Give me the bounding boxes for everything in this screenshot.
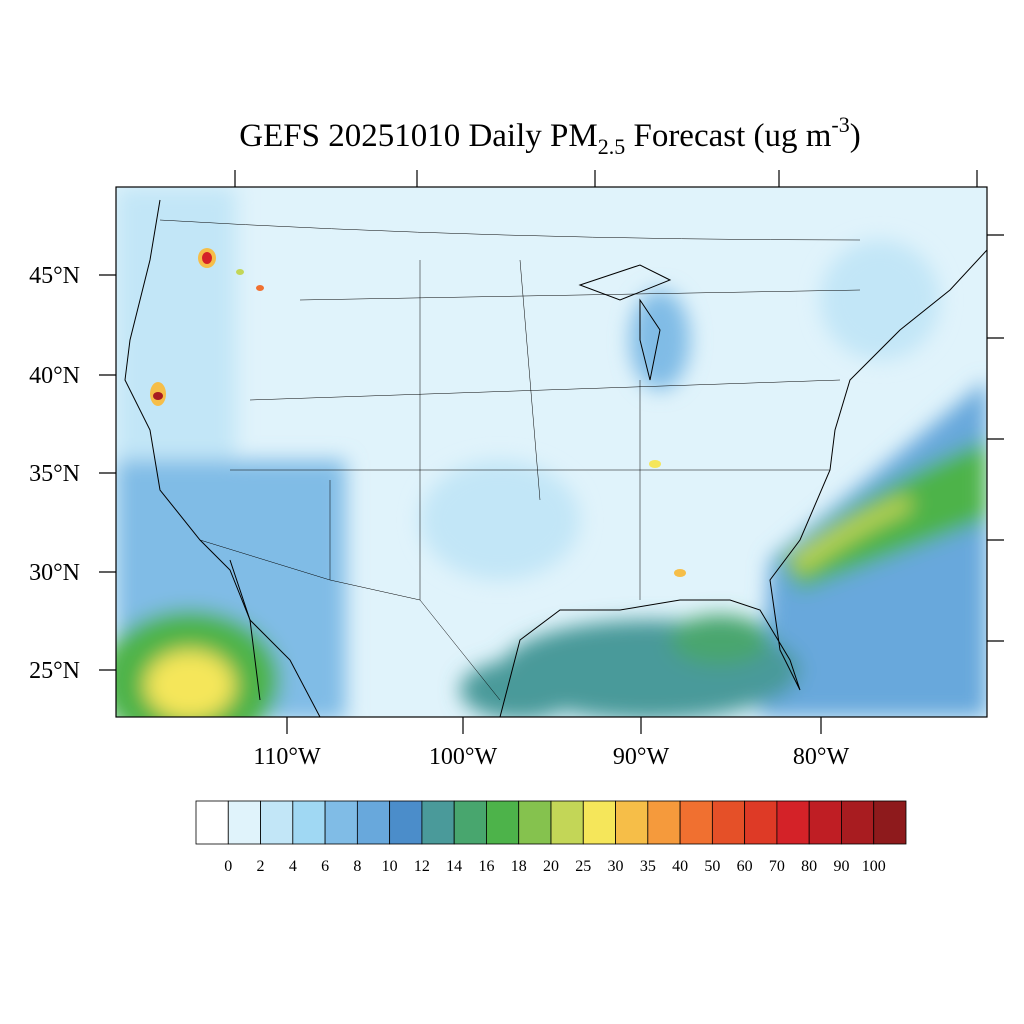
colorbar-label: 0 [224,858,232,875]
colorbar-box [389,800,423,845]
borders [159,219,861,701]
lon-label: 80°W [793,744,850,770]
colorbar: 0 2 4 6 8 10 12 14 16 18 20 25 30 35 40 50 60 70 80 90 100 [195,800,907,875]
colorbar-box [679,800,713,845]
colorbar-box [324,800,358,845]
colorbar-box [582,800,616,845]
colorbar-label: 70 [769,858,785,875]
colorbar-label: 2 [257,858,265,875]
colorbar-label: 100 [862,858,886,875]
colorbar-box [647,800,681,845]
title-sub: 2.5 [598,134,626,159]
coastlines [124,199,987,717]
title-main: GEFS 20251010 Daily PM [239,118,597,154]
lon-label: 90°W [613,744,670,770]
colorbar-box [486,800,520,845]
colorbar-box [453,800,487,845]
colorbar-box [227,800,261,845]
colorbar-label: 60 [737,858,753,875]
map-field [116,187,987,717]
lat-label: 35°N [29,461,80,487]
colorbar-label: 40 [672,858,688,875]
colorbar-box [615,800,649,845]
lat-label: 30°N [29,560,80,586]
concentration-blobs [116,187,987,717]
title-rest: Forecast (ug m [625,118,832,154]
lon-label: 110°W [253,744,321,770]
colorbar-label: 12 [414,858,430,875]
colorbar-label: 30 [608,858,624,875]
colorbar-label: 4 [289,858,297,875]
title: GEFS 20251010 Daily PM2.5 Forecast (ug m… [239,112,861,159]
colorbar-label: 6 [321,858,329,875]
lon-label: 100°W [429,744,498,770]
lat-label: 25°N [29,658,80,684]
colorbar-box [195,800,229,845]
lat-label: 40°N [29,363,80,389]
colorbar-box [711,800,746,845]
colorbar-box [518,800,552,845]
colorbar-label: 16 [478,858,494,875]
colorbar-label: 35 [640,858,656,875]
colorbar-box [292,800,326,845]
title-sup: -3 [831,112,849,137]
colorbar-label: 20 [543,858,559,875]
colorbar-label: 8 [353,858,361,875]
colorbar-box [841,800,875,845]
colorbar-label: 80 [801,858,817,875]
title-end: ) [850,118,861,154]
map-frame [115,186,988,718]
axis-labels: 45°N 40°N 35°N 30°N 25°N 110°W 100°W 90°W 80°W [29,263,849,770]
colorbar-box [260,800,294,845]
colorbar-box [550,800,584,845]
colorbar-label: 90 [833,858,849,875]
colorbar-box [356,800,391,845]
frame-ticks [99,170,1004,734]
colorbar-box [776,800,810,845]
colorbar-box [421,800,455,845]
lat-label: 45°N [29,263,80,289]
colorbar-label: 10 [382,858,398,875]
colorbar-label: 14 [446,858,462,875]
colorbar-box [744,800,778,845]
colorbar-box [808,800,842,845]
colorbar-box [873,800,907,845]
colorbar-label: 50 [704,858,720,875]
colorbar-label: 25 [575,858,591,875]
fire-hotspots [150,248,686,577]
colorbar-label: 18 [511,858,527,875]
